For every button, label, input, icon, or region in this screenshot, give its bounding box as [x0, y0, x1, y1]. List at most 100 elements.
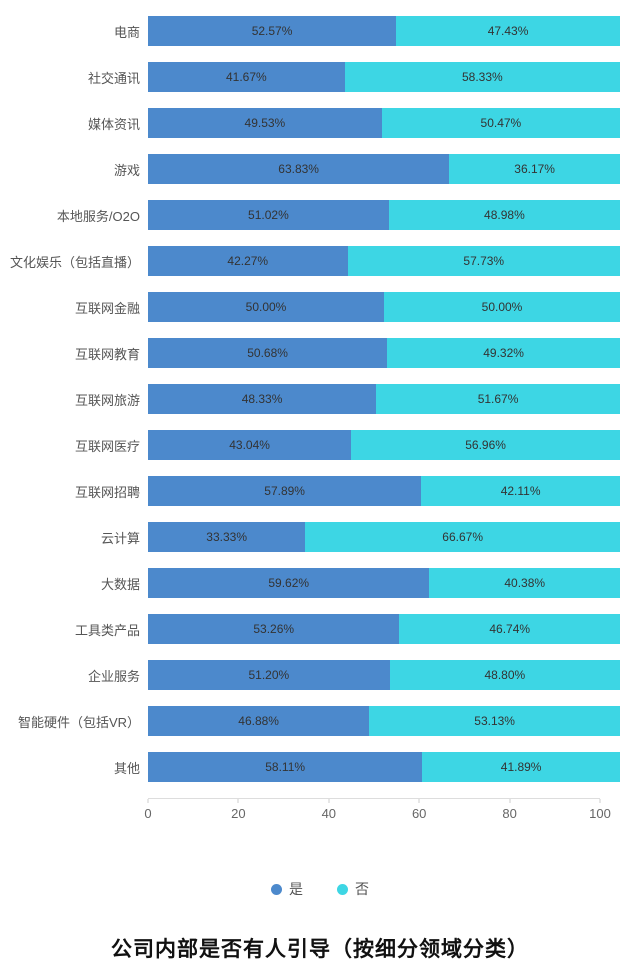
x-tick-label: 0: [144, 806, 152, 821]
value-label: 40.38%: [504, 576, 546, 590]
value-label: 58.33%: [461, 70, 503, 84]
bar-row: 互联网教育 50.68% 49.32%: [0, 338, 620, 368]
bar-row: 互联网招聘 57.89% 42.11%: [0, 476, 620, 506]
value-label: 50.00%: [245, 300, 287, 314]
bar-segment-否: 49.32%: [387, 338, 620, 368]
value-label: 51.02%: [248, 208, 289, 222]
legend-label: 是: [289, 881, 303, 897]
bar-row: 文化娱乐（包括直播） 42.27% 57.73%: [0, 246, 620, 276]
value-label: 42.11%: [500, 484, 541, 498]
value-label: 48.98%: [484, 208, 525, 222]
value-label: 49.32%: [483, 346, 524, 360]
x-tick-label: 40: [321, 806, 337, 821]
value-label: 42.27%: [227, 254, 269, 268]
bar-segment-是: 51.02%: [148, 200, 389, 230]
value-label: 59.62%: [268, 576, 310, 590]
category-label: 云计算: [100, 530, 140, 546]
x-axis: 0 20 40 60 80 100: [144, 798, 611, 825]
value-label: 50.00%: [481, 300, 523, 314]
bar-segment-是: 42.27%: [148, 246, 348, 276]
x-tick-mark: [599, 799, 601, 803]
bar-row: 社交通讯 41.67% 58.33%: [0, 62, 620, 92]
bar-track: 63.83% 36.17%: [148, 154, 620, 184]
bar-segment-否: 48.80%: [389, 660, 620, 690]
bar-track: 43.04% 56.96%: [148, 430, 620, 460]
bar-segment-是: 46.88%: [148, 706, 370, 736]
legend-dot: [271, 883, 282, 895]
category-label: 互联网招聘: [74, 484, 140, 500]
chart-legend: 是否: [0, 879, 640, 899]
x-tick-mark: [418, 799, 420, 803]
bar-row: 游戏 63.83% 36.17%: [0, 154, 620, 184]
value-label: 41.67%: [225, 70, 267, 84]
category-label: 互联网教育: [74, 346, 140, 362]
x-tick-mark: [328, 799, 330, 803]
category-label: 社交通讯: [87, 70, 140, 86]
bar-segment-否: 50.47%: [381, 108, 620, 138]
bar-rows: 电商 52.57% 47.43% 社交通讯 41.67% 58.33% 媒体资讯 49.53%…: [0, 16, 620, 782]
bar-segment-是: 52.57%: [148, 16, 397, 46]
bar-track: 51.02% 48.98%: [148, 200, 620, 230]
value-label: 51.20%: [248, 668, 290, 682]
bar-track: 50.68% 49.32%: [148, 338, 620, 368]
bar-segment-否: 51.67%: [376, 384, 620, 414]
bar-track: 59.62% 40.38%: [148, 568, 620, 598]
category-label: 互联网金融: [74, 300, 140, 316]
value-label: 48.80%: [484, 668, 526, 682]
value-label: 41.89%: [500, 760, 542, 774]
bar-segment-是: 48.33%: [148, 384, 377, 414]
bar-track: 46.88% 53.13%: [148, 706, 620, 736]
bar-track: 42.27% 57.73%: [148, 246, 620, 276]
category-label: 企业服务: [87, 668, 140, 684]
bar-track: 52.57% 47.43%: [148, 16, 620, 46]
category-label: 大数据: [100, 576, 140, 592]
value-label: 63.83%: [278, 162, 319, 176]
bar-row: 互联网金融 50.00% 50.00%: [0, 292, 620, 322]
category-label: 互联网医疗: [74, 438, 140, 454]
bar-row: 互联网旅游 48.33% 51.67%: [0, 384, 620, 414]
legend-item-是: 是: [271, 879, 303, 899]
bar-segment-是: 57.89%: [148, 476, 422, 506]
bar-segment-是: 33.33%: [148, 522, 306, 552]
bar-track: 51.20% 48.80%: [148, 660, 620, 690]
bar-track: 50.00% 50.00%: [148, 292, 620, 322]
category-label: 电商: [113, 24, 140, 40]
value-label: 47.43%: [487, 24, 529, 38]
bar-segment-是: 53.26%: [148, 614, 400, 644]
bar-segment-否: 47.43%: [396, 16, 620, 46]
x-tick-label: 20: [231, 806, 246, 821]
category-label: 其他: [113, 760, 140, 776]
bar-segment-否: 53.13%: [369, 706, 620, 736]
bar-row: 电商 52.57% 47.43%: [0, 16, 620, 46]
bar-row: 云计算 33.33% 66.67%: [0, 522, 620, 552]
value-label: 57.89%: [264, 484, 305, 498]
x-tick-label: 60: [411, 806, 427, 821]
legend-dot: [337, 883, 348, 895]
x-tick-mark: [237, 799, 239, 803]
legend-label: 否: [355, 881, 369, 897]
value-label: 57.73%: [463, 254, 505, 268]
category-label: 互联网旅游: [74, 392, 140, 408]
bar-row: 本地服务/O2O 51.02% 48.98%: [0, 200, 620, 230]
value-label: 66.67%: [442, 530, 483, 544]
bar-segment-是: 50.68%: [148, 338, 388, 368]
bar-segment-是: 43.04%: [148, 430, 352, 460]
bar-segment-是: 51.20%: [148, 660, 390, 690]
bar-segment-是: 58.11%: [148, 752, 423, 782]
category-label: 本地服务/O2O: [56, 208, 140, 224]
value-label: 48.33%: [241, 392, 283, 406]
x-tick-mark: [147, 799, 149, 803]
value-label: 58.11%: [265, 760, 306, 774]
bar-row: 互联网医疗 43.04% 56.96%: [0, 430, 620, 460]
bar-segment-否: 56.96%: [351, 430, 620, 460]
bar-segment-否: 57.73%: [347, 246, 620, 276]
bar-track: 33.33% 66.67%: [148, 522, 620, 552]
bar-row: 媒体资讯 49.53% 50.47%: [0, 108, 620, 138]
category-label: 工具类产品: [74, 622, 140, 638]
bar-track: 48.33% 51.67%: [148, 384, 620, 414]
bar-segment-否: 36.17%: [449, 154, 620, 184]
value-label: 53.26%: [253, 622, 295, 636]
bar-segment-否: 40.38%: [429, 568, 620, 598]
bar-segment-是: 63.83%: [148, 154, 450, 184]
